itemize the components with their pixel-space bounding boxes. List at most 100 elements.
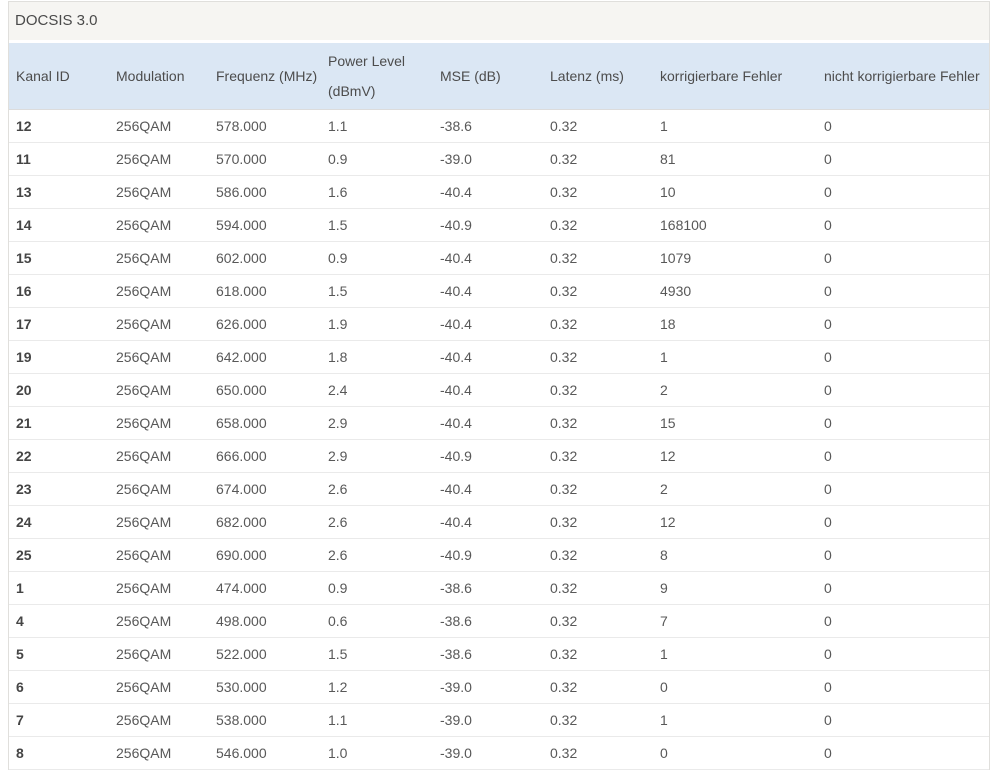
cell-modulation: 256QAM (109, 571, 209, 605)
docsis-panel: DOCSIS 3.0 Kanal ID Modulation Frequenz … (8, 1, 990, 770)
cell-mse: -38.6 (433, 571, 543, 605)
cell-korrigierbare-fehler: 12 (653, 505, 817, 539)
cell-power-level: 2.9 (321, 406, 433, 440)
cell-power-level: 0.9 (321, 241, 433, 275)
cell-mse: -38.6 (433, 604, 543, 638)
cell-frequenz: 674.000 (209, 472, 321, 506)
cell-nicht-korrigierbare-fehler: 0 (817, 439, 989, 473)
cell-frequenz: 570.000 (209, 142, 321, 176)
cell-kanal-id: 20 (9, 373, 109, 407)
cell-mse: -40.4 (433, 175, 543, 209)
cell-mse: -38.6 (433, 637, 543, 671)
cell-kanal-id: 7 (9, 703, 109, 737)
cell-frequenz: 658.000 (209, 406, 321, 440)
cell-latenz: 0.32 (543, 340, 653, 374)
cell-latenz: 0.32 (543, 703, 653, 737)
cell-korrigierbare-fehler: 15 (653, 406, 817, 440)
cell-korrigierbare-fehler: 9 (653, 571, 817, 605)
table-header-row: Kanal ID Modulation Frequenz (MHz) Power… (9, 43, 989, 110)
cell-power-level: 0.9 (321, 142, 433, 176)
cell-mse: -40.4 (433, 472, 543, 506)
table-row: 22 256QAM 666.000 2.9 -40.9 0.32 12 0 (9, 439, 989, 473)
cell-modulation: 256QAM (109, 142, 209, 176)
cell-latenz: 0.32 (543, 208, 653, 242)
cell-modulation: 256QAM (109, 505, 209, 539)
cell-frequenz: 602.000 (209, 241, 321, 275)
cell-korrigierbare-fehler: 18 (653, 307, 817, 341)
cell-power-level: 2.6 (321, 505, 433, 539)
cell-kanal-id: 21 (9, 406, 109, 440)
cell-mse: -40.4 (433, 373, 543, 407)
cell-latenz: 0.32 (543, 637, 653, 671)
cell-nicht-korrigierbare-fehler: 0 (817, 241, 989, 275)
cell-latenz: 0.32 (543, 109, 653, 143)
cell-mse: -39.0 (433, 736, 543, 770)
cell-kanal-id: 6 (9, 670, 109, 704)
cell-mse: -40.4 (433, 340, 543, 374)
cell-latenz: 0.32 (543, 406, 653, 440)
cell-korrigierbare-fehler: 2 (653, 373, 817, 407)
cell-power-level: 0.6 (321, 604, 433, 638)
cell-kanal-id: 17 (9, 307, 109, 341)
cell-korrigierbare-fehler: 7 (653, 604, 817, 638)
cell-kanal-id: 11 (9, 142, 109, 176)
cell-korrigierbare-fehler: 1 (653, 109, 817, 143)
cell-frequenz: 530.000 (209, 670, 321, 704)
cell-modulation: 256QAM (109, 274, 209, 308)
cell-mse: -40.4 (433, 274, 543, 308)
cell-frequenz: 474.000 (209, 571, 321, 605)
cell-power-level: 1.1 (321, 703, 433, 737)
cell-nicht-korrigierbare-fehler: 0 (817, 538, 989, 572)
cell-korrigierbare-fehler: 2 (653, 472, 817, 506)
cell-frequenz: 538.000 (209, 703, 321, 737)
cell-latenz: 0.32 (543, 670, 653, 704)
cell-korrigierbare-fehler: 1 (653, 637, 817, 671)
cell-kanal-id: 1 (9, 571, 109, 605)
cell-korrigierbare-fehler: 168100 (653, 208, 817, 242)
table-row: 4 256QAM 498.000 0.6 -38.6 0.32 7 0 (9, 604, 989, 638)
cell-kanal-id: 12 (9, 109, 109, 143)
cell-latenz: 0.32 (543, 571, 653, 605)
cell-power-level: 1.5 (321, 208, 433, 242)
cell-modulation: 256QAM (109, 439, 209, 473)
cell-nicht-korrigierbare-fehler: 0 (817, 142, 989, 176)
cell-nicht-korrigierbare-fehler: 0 (817, 208, 989, 242)
cell-latenz: 0.32 (543, 538, 653, 572)
cell-kanal-id: 19 (9, 340, 109, 374)
cell-mse: -39.0 (433, 703, 543, 737)
cell-modulation: 256QAM (109, 703, 209, 737)
cell-frequenz: 650.000 (209, 373, 321, 407)
cell-nicht-korrigierbare-fehler: 0 (817, 406, 989, 440)
cell-kanal-id: 15 (9, 241, 109, 275)
cell-modulation: 256QAM (109, 538, 209, 572)
cell-kanal-id: 23 (9, 472, 109, 506)
column-header-mse: MSE (dB) (433, 43, 543, 110)
cell-korrigierbare-fehler: 8 (653, 538, 817, 572)
table-row: 14 256QAM 594.000 1.5 -40.9 0.32 168100 … (9, 208, 989, 242)
cell-power-level: 2.6 (321, 538, 433, 572)
cell-kanal-id: 22 (9, 439, 109, 473)
cell-latenz: 0.32 (543, 604, 653, 638)
cell-korrigierbare-fehler: 1 (653, 340, 817, 374)
table-row: 25 256QAM 690.000 2.6 -40.9 0.32 8 0 (9, 538, 989, 572)
cell-latenz: 0.32 (543, 505, 653, 539)
cell-modulation: 256QAM (109, 472, 209, 506)
cell-nicht-korrigierbare-fehler: 0 (817, 670, 989, 704)
cell-power-level: 0.9 (321, 571, 433, 605)
cell-korrigierbare-fehler: 0 (653, 670, 817, 704)
cell-kanal-id: 25 (9, 538, 109, 572)
cell-mse: -40.9 (433, 439, 543, 473)
cell-mse: -39.0 (433, 670, 543, 704)
cell-frequenz: 546.000 (209, 736, 321, 770)
cell-kanal-id: 14 (9, 208, 109, 242)
table-row: 11 256QAM 570.000 0.9 -39.0 0.32 81 0 (9, 142, 989, 176)
cell-frequenz: 586.000 (209, 175, 321, 209)
cell-latenz: 0.32 (543, 274, 653, 308)
cell-nicht-korrigierbare-fehler: 0 (817, 274, 989, 308)
cell-modulation: 256QAM (109, 406, 209, 440)
cell-korrigierbare-fehler: 0 (653, 736, 817, 770)
cell-mse: -38.6 (433, 109, 543, 143)
panel-title: DOCSIS 3.0 (9, 2, 989, 43)
cell-mse: -40.4 (433, 241, 543, 275)
cell-power-level: 2.6 (321, 472, 433, 506)
